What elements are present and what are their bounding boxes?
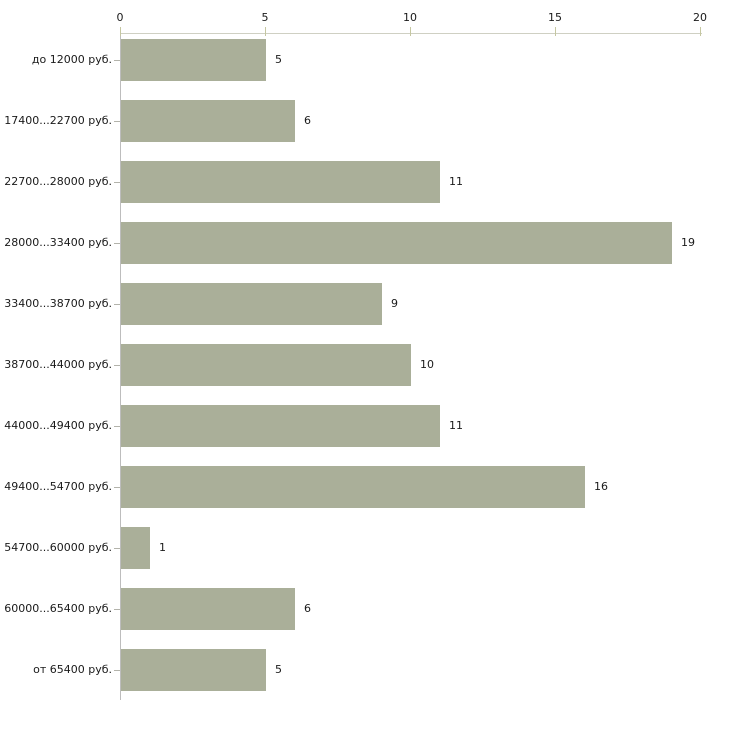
- value-label: 6: [304, 114, 311, 127]
- category-label: 60000...65400 руб.: [4, 602, 112, 615]
- category-tick: [114, 365, 120, 366]
- value-label: 11: [449, 175, 463, 188]
- bar: [121, 466, 585, 508]
- bar: [121, 161, 440, 203]
- bar: [121, 222, 672, 264]
- x-axis-tick: [410, 27, 411, 36]
- x-axis-tick-label: 15: [548, 11, 562, 24]
- value-label: 5: [275, 53, 282, 66]
- bar: [121, 588, 295, 630]
- category-tick: [114, 487, 120, 488]
- value-label: 5: [275, 663, 282, 676]
- x-axis-tick: [700, 27, 701, 36]
- category-label: 28000...33400 руб.: [4, 236, 112, 249]
- category-label: 54700...60000 руб.: [4, 541, 112, 554]
- category-label: 38700...44000 руб.: [4, 358, 112, 371]
- value-label: 1: [159, 541, 166, 554]
- bar: [121, 283, 382, 325]
- category-label: до 12000 руб.: [31, 53, 112, 66]
- bar: [121, 649, 266, 691]
- category-tick: [114, 548, 120, 549]
- category-tick: [114, 243, 120, 244]
- bar: [121, 527, 150, 569]
- category-label: 44000...49400 руб.: [4, 419, 112, 432]
- x-axis-tick-label: 20: [693, 11, 707, 24]
- category-tick: [114, 609, 120, 610]
- value-label: 6: [304, 602, 311, 615]
- category-tick: [114, 121, 120, 122]
- bar: [121, 39, 266, 81]
- x-axis-tick-label: 0: [116, 11, 124, 24]
- category-label: от 65400 руб.: [33, 663, 112, 676]
- x-axis-line: [120, 33, 702, 34]
- value-label: 9: [391, 297, 398, 310]
- bar: [121, 100, 295, 142]
- x-axis-tick: [265, 27, 266, 36]
- x-axis-tick-label: 10: [403, 11, 417, 24]
- bar: [121, 405, 440, 447]
- category-tick: [114, 304, 120, 305]
- category-tick: [114, 60, 120, 61]
- category-label: 22700...28000 руб.: [4, 175, 112, 188]
- x-axis-tick-label: 5: [261, 11, 269, 24]
- x-axis-tick: [555, 27, 556, 36]
- category-tick: [114, 182, 120, 183]
- category-label: 49400...54700 руб.: [4, 480, 112, 493]
- value-label: 16: [594, 480, 608, 493]
- category-tick: [114, 670, 120, 671]
- value-label: 19: [681, 236, 695, 249]
- bar: [121, 344, 411, 386]
- y-axis-line: [120, 27, 121, 700]
- category-label: 33400...38700 руб.: [4, 297, 112, 310]
- category-label: 17400...22700 руб.: [4, 114, 112, 127]
- value-label: 11: [449, 419, 463, 432]
- x-axis-tick: [120, 27, 121, 36]
- category-tick: [114, 426, 120, 427]
- value-label: 10: [420, 358, 434, 371]
